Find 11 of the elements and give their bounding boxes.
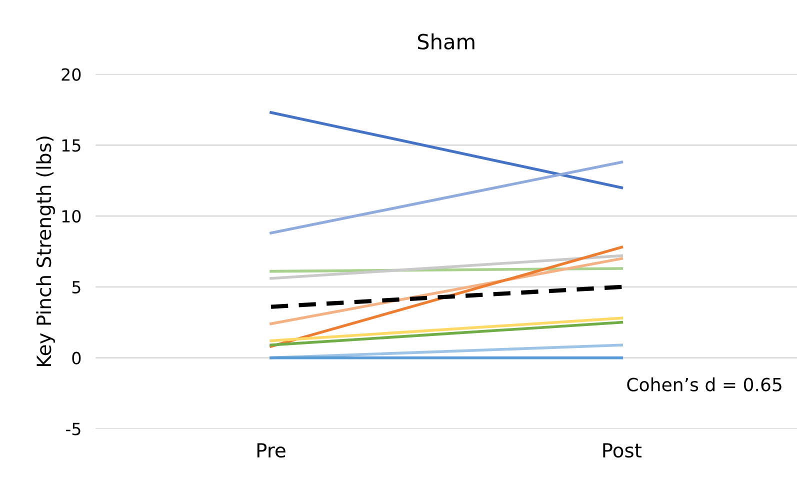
chart-title: Sham bbox=[418, 33, 474, 50]
y-tick-label: 15 bbox=[62, 139, 80, 152]
x-tick-label: Pre bbox=[257, 443, 286, 458]
y-tick-label: 0 bbox=[72, 352, 81, 364]
y-tick-label: -5 bbox=[66, 422, 80, 436]
y-tick-label: 20 bbox=[62, 68, 81, 81]
y-tick-label: 10 bbox=[62, 210, 81, 223]
annotation: Cohen’s d = 0.65 bbox=[627, 377, 782, 392]
x-tick-label: Post bbox=[603, 443, 642, 458]
y-axis-title: Key Pinch Strength (lbs) bbox=[36, 136, 55, 366]
y-tick-label: 5 bbox=[72, 281, 80, 294]
